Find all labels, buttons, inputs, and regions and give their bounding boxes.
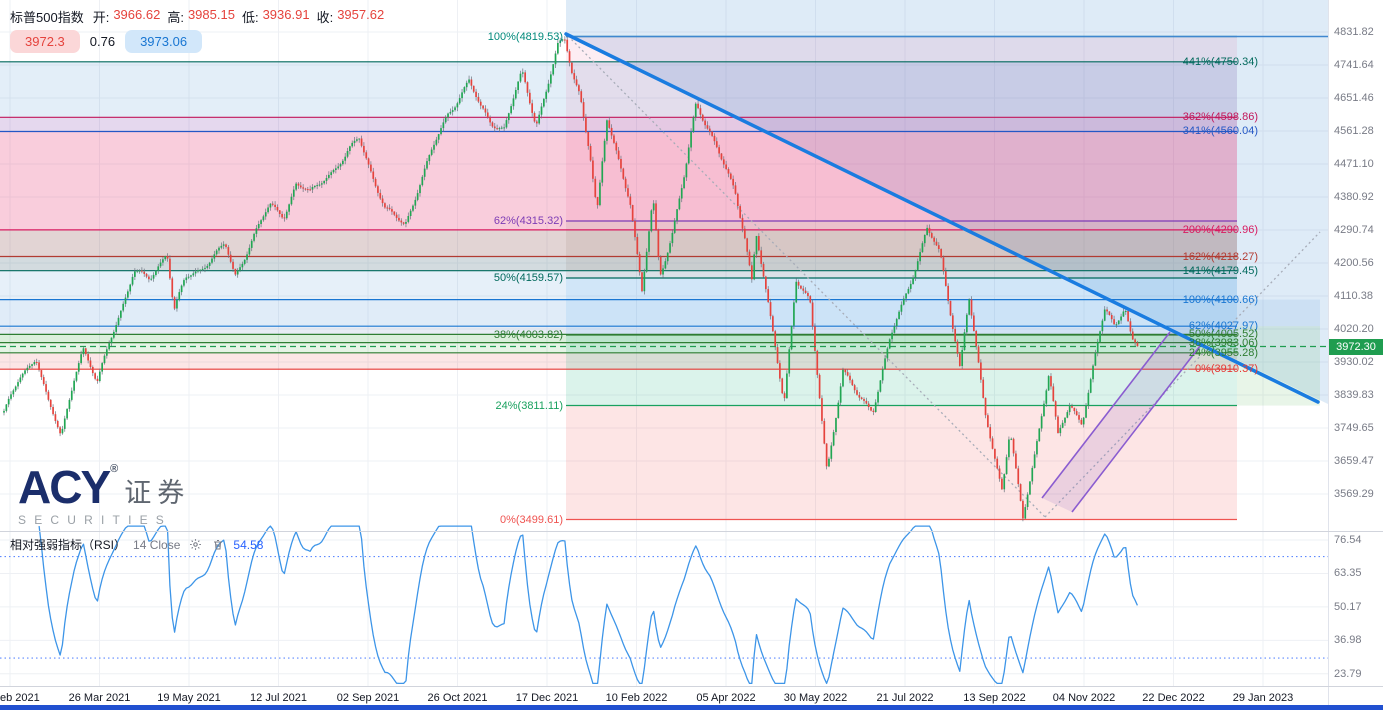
price-axis-label: 4561.28 xyxy=(1334,125,1374,137)
price-axis-label: 4741.64 xyxy=(1334,59,1374,71)
fib-level-label[interactable]: 341%(4560.04) xyxy=(1182,125,1258,138)
date-axis-label: 12 Jul 2021 xyxy=(250,692,307,704)
buy-button[interactable]: 3973.06 xyxy=(125,30,203,53)
date-axis-label: 21 Jul 2022 xyxy=(876,692,934,704)
rsi-axis-label: 23.79 xyxy=(1334,667,1362,680)
date-axis-label: 02 Sep 2021 xyxy=(336,692,400,704)
rsi-value: 54.58 xyxy=(233,537,264,552)
fib-level-label[interactable]: 38%(3983.06) xyxy=(1188,336,1258,349)
acy-logo-text: ACY® xyxy=(18,461,118,513)
rsi-title: 相对强弱指标（RSI） xyxy=(10,538,127,552)
rsi-legend: 相对强弱指标（RSI） 14 Close 54.58 xyxy=(10,536,263,553)
fib-level-label[interactable]: 38%(4003.82) xyxy=(493,329,563,341)
time-axis-divider xyxy=(0,686,1383,687)
date-axis-label: eb 2021 xyxy=(0,692,40,704)
date-axis-label: 13 Sep 2022 xyxy=(963,692,1026,704)
price-axis-label: 4831.82 xyxy=(1334,26,1374,38)
spread-value: 0.76 xyxy=(89,34,116,49)
rsi-axis-label: 76.54 xyxy=(1334,534,1362,546)
fib-level-label[interactable]: 100%(4100.66) xyxy=(1182,293,1258,306)
acy-logo-securities: SECURITIES xyxy=(18,513,173,527)
date-axis-label: 26 Oct 2021 xyxy=(427,692,488,704)
fib-level-label[interactable]: 441%(4750.34) xyxy=(1182,55,1258,68)
ohlc-low: 低: 3936.91 xyxy=(241,7,310,25)
price-axis-label: 4200.56 xyxy=(1334,257,1374,269)
fib-level-label[interactable]: 162%(4218.27) xyxy=(1182,250,1258,263)
price-axis-label: 3659.47 xyxy=(1334,455,1374,468)
fib-level-label[interactable]: 24%(3811.11) xyxy=(495,399,563,412)
pane-divider[interactable] xyxy=(0,531,1383,532)
fib-level-label[interactable]: 200%(4290.96) xyxy=(1182,223,1258,236)
ohlc-high: 高: 3985.15 xyxy=(167,7,235,25)
trash-icon[interactable] xyxy=(210,537,226,553)
date-axis-label: 19 May 2021 xyxy=(157,692,221,704)
order-panel: 3972.3 0.76 3973.06 xyxy=(10,30,203,53)
symbol-name: 标普500指数 xyxy=(10,10,84,25)
ohlc-close: 收: 3957.62 xyxy=(316,7,385,25)
price-axis-label: 4020.20 xyxy=(1334,323,1374,335)
ohlc-open: 开: 3966.62 xyxy=(92,7,161,25)
price-axis-label: 3930.02 xyxy=(1334,356,1374,368)
date-axis-label: 17 Dec 2021 xyxy=(515,692,579,704)
symbol-legend: 标普500指数 开: 3966.62 高: 3985.15 低: 3936.91… xyxy=(10,7,384,26)
fib-level-label[interactable]: 0%(3499.61) xyxy=(500,513,563,526)
acy-logo: ACY® 证券 SECURITIES xyxy=(18,461,191,527)
price-axis-label: 4110.38 xyxy=(1334,290,1373,302)
axis-border xyxy=(1328,0,1329,705)
rsi-period: 14 Close xyxy=(133,537,181,552)
price-axis-label: 4290.74 xyxy=(1334,224,1374,236)
price-axis-label: 3569.29 xyxy=(1334,488,1374,501)
date-axis-label: 26 Mar 2021 xyxy=(68,692,131,704)
date-axis-label: 10 Feb 2022 xyxy=(605,692,668,704)
rsi-axis-label: 36.98 xyxy=(1334,634,1362,647)
fib-level-label[interactable]: 62%(4027.97) xyxy=(1188,320,1258,333)
price-axis-label: 4651.46 xyxy=(1334,92,1374,104)
rsi-axis-label: 63.35 xyxy=(1334,567,1362,580)
fib-level-label[interactable]: 50%(4005.52) xyxy=(1188,328,1258,341)
price-axis-label: 4380.92 xyxy=(1334,191,1374,203)
fib-level-label[interactable]: 141%(4179.45) xyxy=(1182,264,1258,277)
date-axis-label: 22 Dec 2022 xyxy=(1142,692,1205,704)
fib-level-label[interactable]: 362%(4598.86) xyxy=(1182,111,1258,124)
gear-icon[interactable] xyxy=(187,537,203,553)
date-axis-label: 30 May 2022 xyxy=(783,692,848,704)
fib-level-label[interactable]: 0%(3910.37) xyxy=(1195,363,1258,376)
date-axis-label: 29 Jan 2023 xyxy=(1232,692,1294,704)
bottom-scrollbar[interactable] xyxy=(0,705,1383,710)
rsi-axis-label: 50.17 xyxy=(1334,600,1362,613)
fib-level-label[interactable]: 100%(4819.53) xyxy=(487,30,563,43)
date-axis-label: 04 Nov 2022 xyxy=(1052,692,1116,704)
acy-logo-cn: 证券 xyxy=(124,478,191,508)
date-axis-label: 05 Apr 2022 xyxy=(696,692,756,704)
price-axis-label: 4471.10 xyxy=(1334,158,1374,170)
fib-level-label[interactable]: 50%(4159.57) xyxy=(493,272,563,284)
fib-level-label[interactable]: 62%(4315.32) xyxy=(493,215,563,228)
price-axis-label: 3749.65 xyxy=(1334,422,1374,435)
fib-level-label[interactable]: 24%(3955.28) xyxy=(1188,346,1258,359)
sell-button[interactable]: 3972.3 xyxy=(10,30,80,53)
registered-mark: ® xyxy=(110,463,118,475)
price-axis-label: 3839.83 xyxy=(1334,389,1374,402)
current-price-badge: 3972.30 xyxy=(1329,338,1383,355)
